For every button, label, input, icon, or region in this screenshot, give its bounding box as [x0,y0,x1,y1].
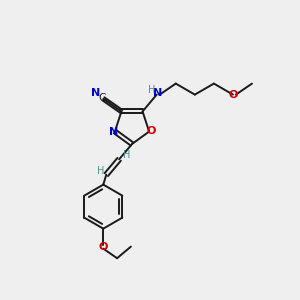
Text: H: H [97,166,104,176]
Text: N: N [109,127,119,136]
Text: C: C [99,93,106,103]
Text: H: H [124,150,131,160]
Text: N: N [153,88,162,98]
Text: N: N [91,88,100,98]
Text: O: O [228,90,238,100]
Text: H: H [148,85,155,94]
Text: O: O [99,242,108,252]
Text: O: O [146,126,156,136]
